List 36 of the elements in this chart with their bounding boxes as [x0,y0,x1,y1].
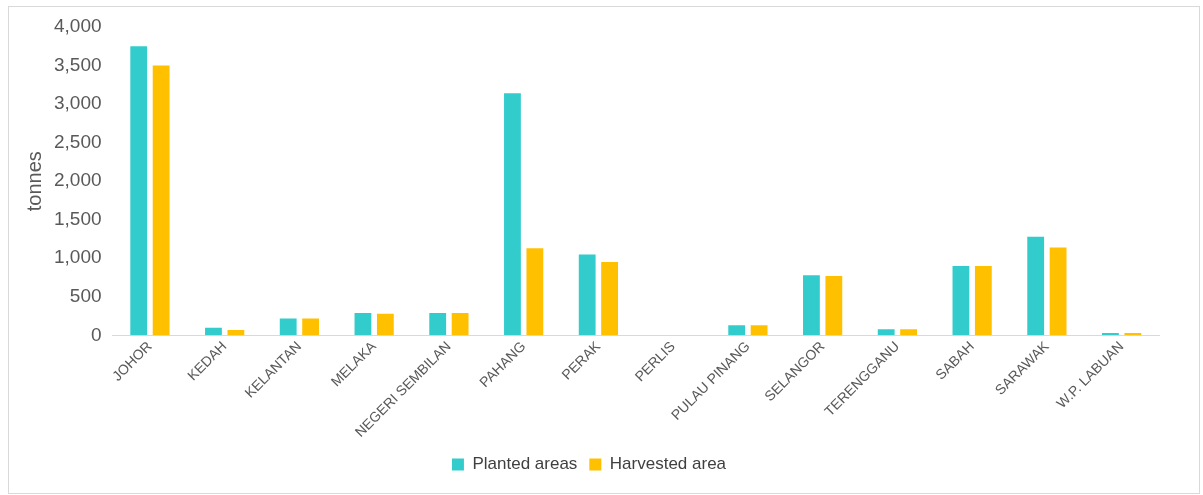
bar [205,327,222,336]
bar [728,325,746,336]
bar [900,329,918,336]
bar [227,329,245,336]
bar [504,93,521,336]
legend-label: Planted areas [472,454,578,474]
bar [877,329,895,336]
y-tick-label: 1,000 [54,246,102,268]
bar [279,318,297,336]
y-tick-label: 3,000 [54,92,102,114]
bar [974,265,992,336]
y-tick-label: 3,500 [54,53,102,75]
bar [1049,247,1067,336]
y-tick-label: 1,500 [54,207,102,229]
y-axis-title: tonnes [22,151,45,212]
bar [578,254,596,336]
bar [601,262,619,336]
y-tick-label: 0 [90,323,102,345]
bar [803,275,820,336]
bar [1027,236,1045,336]
bar [354,313,372,336]
bar [825,276,843,336]
bar [130,46,148,336]
y-tick-label: 2,000 [54,169,102,191]
y-tick-label: 4,000 [54,15,102,37]
y-tick-label: 2,500 [54,130,102,152]
bar [526,248,544,336]
bar [952,265,970,336]
bar [302,318,320,336]
bar [750,325,768,336]
y-tick-label: 500 [69,285,102,307]
bar [429,313,447,336]
bar [451,313,469,336]
legend-label: Harvested area [609,454,727,474]
bar [152,65,170,336]
bar [376,313,394,336]
